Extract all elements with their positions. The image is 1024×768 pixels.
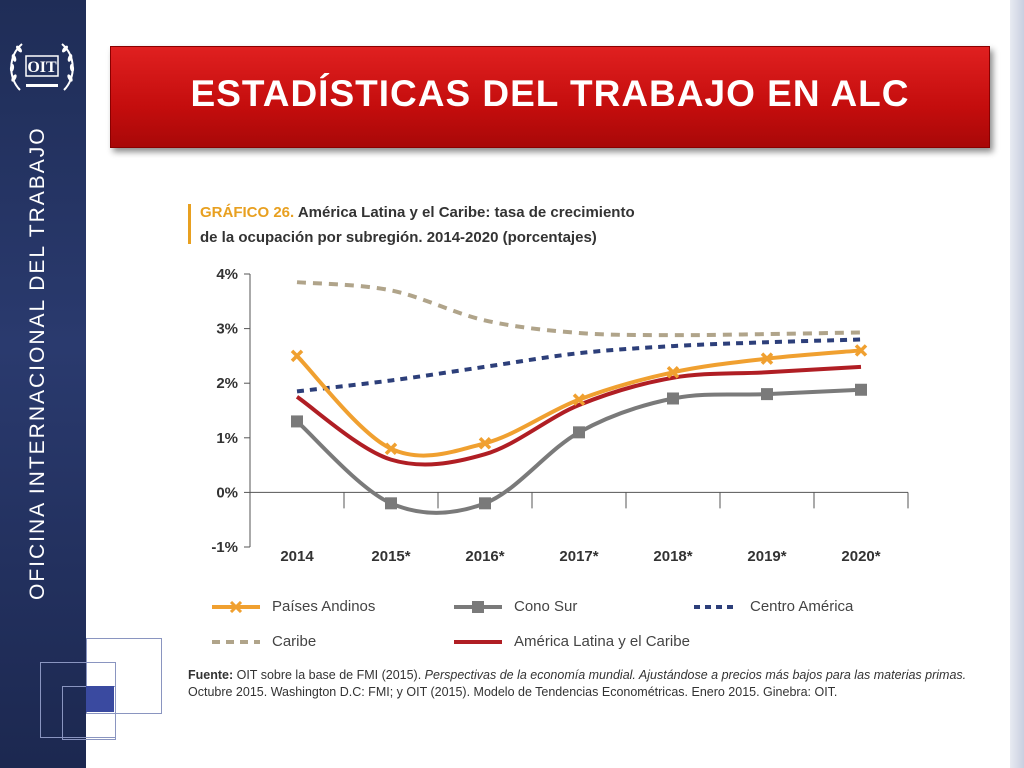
data-point-marker xyxy=(666,366,680,379)
chart-label: GRÁFICO 26. xyxy=(200,204,295,221)
sidebar-vertical-text: OFICINA INTERNACIONAL DEL TRABAJO xyxy=(26,126,49,600)
oit-logo-icon: OIT xyxy=(9,43,75,91)
source-italic: Perspectivas de la economía mundial. Aju… xyxy=(424,668,967,682)
legend-item-andinos: Países Andinos xyxy=(210,598,375,615)
source-text2: Octubre 2015. Washington D.C: FMI; y OIT… xyxy=(188,685,838,699)
source-label: Fuente: xyxy=(188,668,234,682)
legend-swatch-caribe xyxy=(212,639,260,644)
chart-title-text1: América Latina y el Caribe: tasa de crec… xyxy=(297,204,635,221)
sidebar: OIT OFICINA INTERNACIONAL DEL TRABAJO xyxy=(0,0,86,768)
x-tick-label: 2018* xyxy=(653,548,692,565)
legend-label-andinos: Países Andinos xyxy=(272,598,376,615)
data-point-marker xyxy=(855,383,867,396)
data-point-marker xyxy=(478,437,492,450)
data-point-marker xyxy=(573,426,585,439)
data-point-marker xyxy=(291,415,303,428)
source-note: Fuente: OIT sobre la base de FMI (2015).… xyxy=(188,667,988,701)
legend-swatch-centro-america xyxy=(694,604,738,609)
legend-label-centro-america: Centro América xyxy=(750,598,854,615)
data-point-marker xyxy=(385,497,397,510)
y-tick-label: 2% xyxy=(216,375,238,392)
oit-logo-text: OIT xyxy=(27,59,57,76)
legend-swatch-andinos xyxy=(212,600,260,613)
legend-item-cono-sur: Cono Sur xyxy=(452,598,577,615)
legend-swatch-cono-sur xyxy=(454,600,502,613)
legend-item-alc: América Latina y el Caribe xyxy=(452,633,690,650)
data-point-marker xyxy=(761,388,773,401)
chart-legend: Países Andinos Cono Sur Centro América C… xyxy=(210,598,910,658)
title-banner: ESTADÍSTICAS DEL TRABAJO EN ALC xyxy=(110,46,990,148)
x-tick-label: 2014 xyxy=(280,548,314,565)
y-tick-label: 1% xyxy=(216,430,238,447)
chart-series xyxy=(290,280,868,515)
data-point-marker xyxy=(760,352,774,365)
source-text1: OIT sobre la base de FMI (2015). xyxy=(233,668,425,682)
x-tick-label: 2016* xyxy=(465,548,504,565)
legend-item-caribe: Caribe xyxy=(210,633,316,650)
page-title: ESTADÍSTICAS DEL TRABAJO EN ALC xyxy=(190,73,910,114)
data-point-marker xyxy=(290,349,304,363)
legend-swatch-alc xyxy=(454,639,502,644)
data-point-marker xyxy=(854,344,868,357)
legend-item-centro-america: Centro América xyxy=(692,598,853,615)
legend-label-caribe: Caribe xyxy=(272,633,317,650)
legend-label-alc: América Latina y el Caribe xyxy=(514,633,690,650)
x-tick-label: 2015* xyxy=(371,548,410,565)
y-tick-label: -1% xyxy=(211,539,238,556)
chart-title-line2: de la ocupación por subregión. 2014-2020… xyxy=(200,229,597,246)
series-line-1 xyxy=(295,387,862,515)
legend-label-cono-sur: Cono Sur xyxy=(514,598,578,615)
series-line-4 xyxy=(295,364,862,467)
x-tick-label: 2020* xyxy=(841,548,880,565)
data-point-marker xyxy=(667,392,679,405)
data-point-marker xyxy=(572,393,586,406)
chart-title-accent xyxy=(188,204,191,244)
y-tick-label: 0% xyxy=(216,484,238,501)
decorative-square xyxy=(86,638,162,714)
line-chart: 4% 3% 2% 1% 0% -1% 2014 2015* 2016* 2017* 2018* 201… xyxy=(211,266,909,565)
series-line-3 xyxy=(296,280,862,338)
data-point-marker xyxy=(384,442,398,455)
x-tick-label: 2017* xyxy=(559,548,598,565)
decorative-square-filled xyxy=(86,686,114,712)
data-point-marker xyxy=(479,497,491,510)
y-tick-label: 3% xyxy=(216,321,238,338)
right-edge-strip xyxy=(1010,0,1024,768)
chart-axes: 4% 3% 2% 1% 0% -1% 2014 2015* 2016* 2017* 2018* 201… xyxy=(211,266,909,565)
chart-title-line1: GRÁFICO 26. América Latina y el Caribe: … xyxy=(200,204,635,221)
series-line-2 xyxy=(296,337,862,394)
x-tick-label: 2019* xyxy=(747,548,786,565)
y-tick-label: 4% xyxy=(216,266,238,283)
